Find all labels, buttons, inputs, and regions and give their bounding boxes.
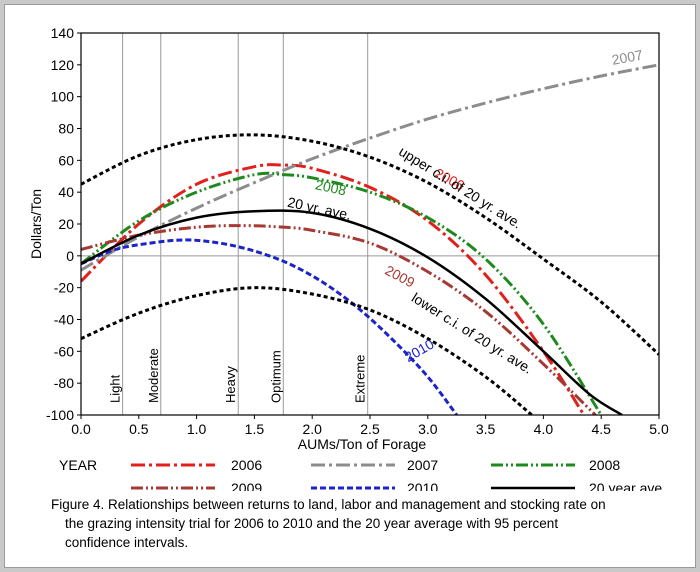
x-tick-label: 2.0 (302, 421, 322, 437)
series-line-upper-c-i-of-20-yr-ave- (81, 133, 659, 356)
intensity-label-optimum: Optimum (268, 350, 283, 403)
legend-label-2007: 2007 (407, 457, 438, 473)
x-tick-label: 1.0 (187, 421, 207, 437)
y-tick-label: 20 (58, 216, 74, 232)
caption-line-3: confidence intervals. (65, 535, 189, 550)
legend-label-20-year-ave-: 20 year ave. (589, 480, 666, 491)
intensity-label-extreme: Extreme (353, 355, 368, 403)
y-tick-label: 40 (58, 184, 74, 200)
x-tick-label: 3.0 (418, 421, 438, 437)
series-label-2007: 2007 (611, 47, 645, 68)
x-tick-label: 3.5 (476, 421, 496, 437)
legend-title: YEAR (59, 457, 97, 473)
series-group (81, 63, 659, 415)
x-axis-title: AUMs/Ton of Forage (298, 436, 427, 452)
y-tick-label: 60 (58, 152, 74, 168)
series-label-2008: 2008 (314, 176, 348, 198)
y-tick-label: -40 (54, 312, 74, 328)
series-label-2009: 2009 (382, 262, 417, 291)
caption-line-1: Figure 4. Relationships between returns … (51, 497, 606, 512)
legend-label-2009: 2009 (231, 480, 262, 491)
x-tick-label: 1.5 (245, 421, 265, 437)
figure-caption: Figure 4. Relationships between returns … (51, 495, 691, 552)
y-tick-label: 0 (66, 248, 74, 264)
intensity-label-light: Light (108, 374, 123, 403)
y-axis-title: Dollars/Ton (28, 189, 44, 259)
y-tick-label: 140 (51, 25, 75, 41)
x-tick-label: 0.0 (71, 421, 91, 437)
y-tick-label: -80 (54, 375, 74, 391)
legend-label-2006: 2006 (231, 457, 262, 473)
x-tick-label: 5.0 (649, 421, 669, 437)
returns-chart: Light Moderate Heavy Optimum Extreme 2006 2007… (28, 25, 669, 491)
x-tick-label: 4.0 (534, 421, 554, 437)
series-line-2007 (81, 63, 659, 272)
y-tick-label: -100 (46, 407, 74, 423)
y-tick-label: 80 (58, 121, 74, 137)
series-label-20-year-ave-: 20 yr. ave. (286, 194, 353, 223)
series-line-2009 (81, 224, 597, 415)
legend-label-2008: 2008 (589, 457, 620, 473)
series-line-lower-c-i-of-20-yr-ave- (81, 286, 533, 415)
intensity-label-moderate: Moderate (146, 348, 161, 403)
y-tick-label: 100 (51, 89, 75, 105)
y-tick-label: -20 (54, 280, 74, 296)
y-tick-label: -60 (54, 343, 74, 359)
x-tick-label: 4.5 (591, 421, 611, 437)
intensity-label-heavy: Heavy (223, 366, 238, 403)
y-tick-label: 120 (51, 57, 75, 73)
series-line-20-year-ave- (81, 209, 623, 415)
legend-label-2010: 2010 (407, 480, 438, 491)
series-line-2006 (81, 163, 586, 415)
x-tick-label: 0.5 (129, 421, 149, 437)
figure-frame: Light Moderate Heavy Optimum Extreme 2006 2007… (4, 4, 696, 568)
series-line-2008 (81, 171, 603, 415)
series-label-2010: 2010 (402, 336, 437, 366)
x-tick-label: 2.5 (360, 421, 380, 437)
series-label-upper-c-i-of-20-yr-ave-: upper c.i. of 20 yr. ave. (396, 143, 525, 232)
caption-line-2: the grazing intensity trial for 2006 to … (65, 516, 559, 531)
